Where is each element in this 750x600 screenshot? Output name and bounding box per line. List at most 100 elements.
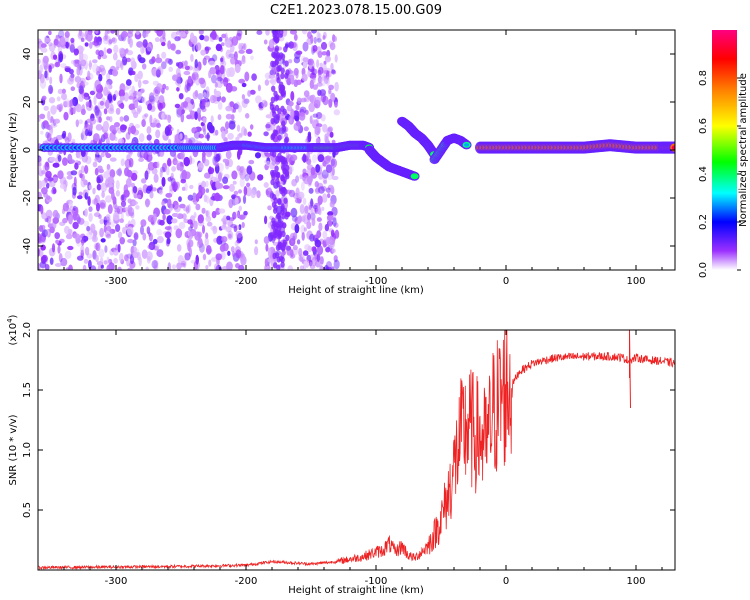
- spectrogram-speckle: [52, 188, 57, 194]
- spectrogram-speckle: [238, 49, 245, 54]
- spectrogram-speckle: [99, 218, 104, 225]
- spectrogram-speckle: [88, 212, 93, 222]
- spectrogram-speckle: [164, 58, 170, 64]
- spectrogram-speckle: [245, 113, 250, 119]
- spectrogram-speckle: [306, 221, 312, 230]
- spectrogram-speckle: [303, 90, 310, 98]
- spectrogram-speckle: [118, 103, 124, 108]
- spectrogram-speckle: [146, 226, 151, 235]
- spectrogram-speckle: [60, 36, 66, 46]
- spectrogram-speckle: [220, 251, 226, 260]
- spectrogram-speckle: [256, 30, 263, 35]
- spectrogram-speckle: [263, 100, 268, 108]
- spectrogram-speckle: [72, 96, 78, 107]
- spectrogram-ridge-core: [412, 174, 418, 178]
- spectrogram-speckle: [210, 225, 216, 231]
- spectrogram-speckle: [322, 230, 328, 240]
- spectrogram-speckle: [113, 257, 118, 264]
- spectrogram-speckle: [94, 167, 99, 176]
- spectrogram-speckle: [161, 61, 167, 70]
- spectrogram-speckle: [308, 205, 312, 210]
- spectrogram-speckle: [197, 214, 204, 224]
- spectrogram-speckle: [70, 37, 75, 44]
- spectrogram-speckle: [89, 122, 93, 131]
- spectrogram-speckle: [98, 116, 102, 123]
- spectrogram-speckle: [175, 228, 183, 239]
- spectrogram-speckle: [271, 51, 276, 58]
- spectrogram-speckle: [333, 255, 338, 263]
- spectrogram-speckle: [294, 224, 300, 234]
- snr-x-axis-label: Height of straight line (km): [288, 585, 424, 596]
- spectrogram-speckle: [105, 221, 112, 226]
- spectrogram-speckle: [241, 82, 247, 88]
- spectrogram-speckle: [59, 73, 63, 84]
- colorbar-gradient: [712, 30, 737, 270]
- spectrogram-speckle: [135, 205, 140, 210]
- spectrogram-speckle: [72, 107, 76, 115]
- spectrogram-speckle: [197, 237, 203, 246]
- spectrogram-speckle: [245, 186, 253, 197]
- spectrogram-speckle: [302, 250, 309, 256]
- spectrogram-speckle: [193, 130, 201, 139]
- spectrogram-speckle: [283, 137, 289, 144]
- spectrogram-speckle: [218, 208, 226, 214]
- spectrogram-speckle: [310, 205, 316, 216]
- spectrogram-speckle: [275, 125, 279, 131]
- spectrogram-speckle: [198, 77, 206, 85]
- spectrogram-speckle: [131, 108, 137, 115]
- spectrogram-speckle: [218, 37, 223, 42]
- spectrogram-speckle: [46, 132, 52, 142]
- spectrogram-speckle: [211, 257, 218, 262]
- spectrogram-speckle: [62, 217, 68, 224]
- spectrogram-speckle: [317, 89, 322, 97]
- spectrogram-speckle: [174, 103, 181, 109]
- spectrogram-speckle: [231, 36, 239, 46]
- spectrogram-speckle: [92, 187, 96, 195]
- spectrogram-speckle: [325, 261, 333, 270]
- spectrogram-speckle: [214, 82, 218, 88]
- spectrogram-speckle: [105, 195, 112, 203]
- spectrogram-speckle: [293, 33, 298, 41]
- spectrogram-speckle: [232, 103, 239, 110]
- spectrogram-speckle: [228, 120, 236, 130]
- spectrogram-speckle: [123, 92, 129, 102]
- spectrogram-speckle: [304, 244, 311, 251]
- spectrogram-speckle: [47, 41, 53, 47]
- spectrogram-speckle: [223, 77, 229, 87]
- spectrogram-speckle: [114, 90, 119, 98]
- spectrogram-speckle: [325, 187, 332, 193]
- spectrogram-speckle: [202, 151, 206, 158]
- spectrogram-speckle: [57, 88, 64, 95]
- spectrogram-speckle: [95, 30, 99, 34]
- spectrogram-speckle: [297, 97, 302, 104]
- spectrogram-speckle: [315, 112, 323, 119]
- spectrogram-speckle: [103, 224, 107, 233]
- spectrogram-speckle: [164, 114, 171, 121]
- spectrogram-speckle: [265, 123, 271, 129]
- spectrogram-speckle: [321, 206, 325, 211]
- spectrogram-speckle: [313, 205, 318, 210]
- spectrogram-speckle: [325, 236, 331, 246]
- spectrogram-speckle: [115, 180, 120, 190]
- spectrogram-speckle: [120, 60, 124, 71]
- spectrogram-speckle: [237, 105, 242, 113]
- spectrogram-speckle: [325, 266, 332, 270]
- spectrogram-speckle: [241, 98, 248, 109]
- spectrogram-y-axis-label: Frequency (Hz): [8, 112, 19, 188]
- spectrogram-speckle: [119, 95, 125, 101]
- spectrogram-speckle: [274, 45, 280, 52]
- spectrogram-speckle: [283, 46, 288, 53]
- spectrogram-speckle: [215, 180, 221, 190]
- spectrogram-speckle: [270, 117, 275, 125]
- spectrogram-speckle: [140, 44, 145, 54]
- spectrogram-speckle: [316, 37, 322, 43]
- spectrogram-speckle: [41, 95, 47, 101]
- spectrogram-speckle: [58, 30, 65, 39]
- spectrogram-speckle: [193, 212, 197, 219]
- spectrogram-speckle: [238, 43, 242, 51]
- spectrogram-speckle: [121, 194, 125, 201]
- spectrogram-speckle: [78, 85, 84, 94]
- spectrogram-speckle: [240, 255, 247, 266]
- spectrogram-speckle: [168, 58, 173, 65]
- spectrogram-speckle: [120, 124, 128, 131]
